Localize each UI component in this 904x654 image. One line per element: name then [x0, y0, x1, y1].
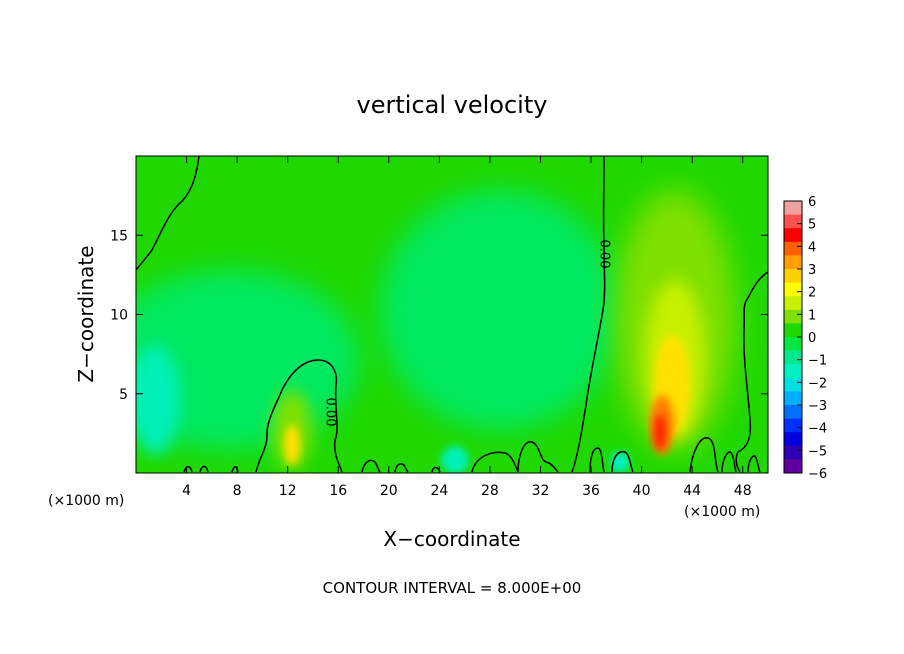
x-unit-right: (×1000 m)	[684, 504, 760, 520]
colorbar-tick-label: 2	[808, 286, 816, 301]
y-axis-label: Z−coordinate	[74, 245, 98, 382]
x-tick-label: 40	[633, 483, 651, 499]
colorbar-swatch	[784, 255, 802, 270]
contour-bottom-small-9	[394, 463, 409, 473]
colorbar-tick-label: −3	[808, 399, 827, 414]
colorbar-swatch	[784, 282, 802, 297]
contour-bottom-small-3	[589, 447, 605, 473]
colorbar-swatch	[784, 350, 802, 365]
x-axis-ticks: 4 8 12 16 20 24 28 32 36 40 44 48	[182, 156, 752, 499]
colorbar-tick-label: −5	[808, 444, 827, 459]
colorbar-swatch	[784, 364, 802, 379]
contour-bottom-small-5	[689, 437, 719, 473]
y-tick-label: 5	[119, 387, 128, 403]
colorbar-tick-label: 4	[808, 240, 816, 255]
x-tick-label: 48	[734, 483, 752, 499]
colorbar-swatch	[784, 418, 802, 433]
colorbar-tick-label: −1	[808, 354, 827, 369]
colorbar-swatch	[784, 377, 802, 392]
colorbar-tick-label: −6	[808, 467, 827, 482]
x-tick-label: 24	[430, 483, 448, 499]
colorbar-swatch	[784, 201, 802, 216]
contour-bottom-small-7	[747, 455, 761, 473]
colorbar-swatch	[784, 269, 802, 284]
chart-title: vertical velocity	[357, 91, 548, 119]
contour-bottom-small-2	[517, 441, 559, 473]
field-blob-middle	[380, 190, 620, 430]
contour-top-left	[136, 156, 200, 271]
contour-right-column	[571, 156, 606, 473]
x-tick-label: 4	[182, 483, 191, 499]
colorbar-swatch	[784, 405, 802, 420]
y-tick-label: 10	[110, 308, 128, 324]
zero-contours	[136, 156, 768, 473]
x-tick-label: 28	[481, 483, 499, 499]
field-blob-updraft-red	[654, 414, 666, 450]
colorbar-swatch	[784, 309, 802, 324]
colorbar-swatch	[784, 214, 802, 229]
x-tick-label: 32	[532, 483, 550, 499]
colorbar-tick-label: −4	[808, 422, 827, 437]
contour-interval-text: CONTOUR INTERVAL = 8.000E+00	[323, 579, 582, 597]
colorbar-tick-label: −2	[808, 376, 827, 391]
colorbar-tick-label: 0	[808, 331, 816, 346]
contour-bottom-small-10	[183, 466, 193, 473]
colorbar-tick-label: 3	[808, 263, 816, 278]
field-blob-bottom-cyan	[441, 446, 469, 473]
x-tick-label: 20	[380, 483, 398, 499]
contour-label-left: 0.00	[323, 398, 338, 427]
contour-bottom-small-4	[611, 450, 634, 473]
x-tick-label: 44	[683, 483, 701, 499]
contour-far-right	[735, 271, 768, 473]
colorbar-swatch	[784, 323, 802, 338]
x-tick-label: 36	[582, 483, 600, 499]
colorbar-tick-label: 1	[808, 308, 816, 323]
colorbar-swatch	[784, 337, 802, 352]
colorbar-swatch	[784, 459, 802, 474]
colorbar-swatch	[784, 241, 802, 256]
colorbar-swatch	[784, 432, 802, 447]
colorbar-tick-label: 5	[808, 218, 816, 233]
contour-bottom-small-1	[471, 451, 519, 473]
x-unit-left: (×1000 m)	[48, 493, 124, 509]
y-tick-label: 15	[110, 228, 128, 244]
field-blob-left-updraft-core	[284, 425, 300, 465]
field-blob-left-cyan	[136, 345, 180, 455]
x-tick-label: 8	[233, 483, 242, 499]
colorbar-swatch	[784, 391, 802, 406]
contour-bottom-small-6	[721, 451, 737, 473]
y-axis-ticks: 5 10 15	[110, 228, 768, 403]
x-tick-label: 12	[279, 483, 297, 499]
contour-bottom-small-11	[199, 465, 209, 473]
x-axis-label: X−coordinate	[383, 527, 520, 551]
colorbar-swatch	[784, 228, 802, 243]
colorbar-swatch	[784, 296, 802, 311]
x-tick-label: 16	[329, 483, 347, 499]
contour-label-right: 0.00	[597, 240, 612, 269]
colorbar-tick-label: 6	[808, 195, 816, 210]
plot-area: 0.00 0.00	[136, 156, 768, 473]
colorbar: 6 5 4 3 2 1 0 −1 −2 −3 −4 −5 −6	[783, 195, 827, 482]
contour-left-dome	[255, 359, 343, 473]
contour-bottom-small-8	[361, 459, 381, 473]
colorbar-swatch	[784, 445, 802, 460]
